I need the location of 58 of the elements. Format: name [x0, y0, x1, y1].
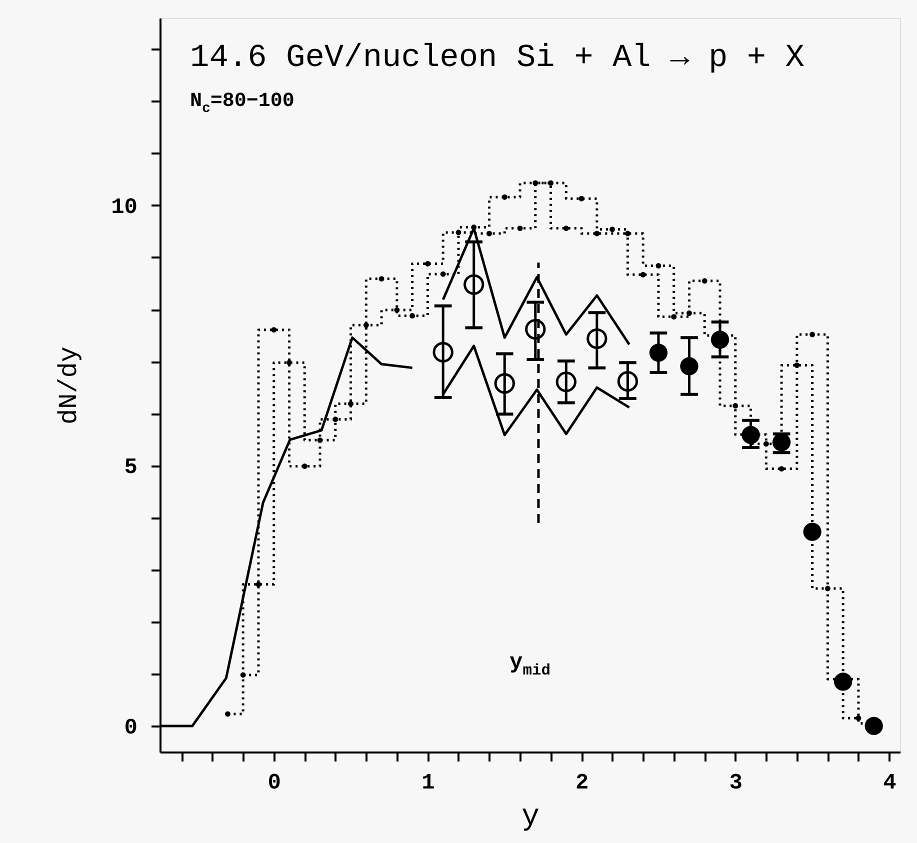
point — [378, 276, 384, 282]
point — [763, 441, 769, 447]
point — [494, 373, 515, 394]
point — [649, 344, 668, 362]
point — [271, 327, 277, 333]
y-axis-title: dN/dy — [54, 346, 84, 425]
x-axis-title: y — [521, 800, 540, 834]
text: 14.6 GeV/nucleon Si + Al → p + X — [190, 39, 804, 76]
point — [742, 426, 760, 444]
point — [548, 180, 554, 186]
point — [778, 466, 784, 472]
y-tick-label: 5 — [124, 455, 138, 480]
point — [424, 260, 430, 266]
point — [517, 226, 523, 232]
point — [240, 672, 246, 678]
point — [680, 357, 698, 376]
point — [586, 328, 608, 349]
point — [464, 274, 484, 295]
y-tick-label: 0 — [124, 715, 138, 740]
point — [671, 314, 677, 320]
x-tick-label: 4 — [883, 770, 896, 796]
y-tick-label: 10 — [111, 194, 138, 220]
point — [794, 362, 800, 368]
point — [617, 371, 638, 392]
point — [363, 322, 369, 328]
point — [224, 711, 230, 717]
point — [732, 403, 738, 409]
point — [834, 672, 852, 691]
x-tick-label: 3 — [729, 770, 742, 796]
x-tick-label: 1 — [422, 770, 435, 796]
point — [440, 271, 446, 277]
point — [394, 307, 400, 313]
x-tick-label: 2 — [575, 770, 589, 796]
point — [556, 372, 576, 392]
point — [810, 332, 816, 338]
point — [471, 224, 477, 230]
point — [502, 194, 508, 200]
point — [432, 342, 454, 363]
point — [410, 313, 416, 318]
point — [803, 522, 822, 541]
point — [594, 230, 600, 236]
point — [772, 433, 791, 452]
point — [640, 272, 646, 278]
point — [824, 586, 830, 592]
point — [563, 226, 569, 232]
point — [332, 416, 338, 422]
point — [486, 230, 492, 236]
point — [656, 263, 662, 269]
point — [578, 196, 584, 202]
point — [856, 715, 862, 721]
point — [525, 318, 546, 340]
point — [456, 230, 462, 236]
x-tick-label: 0 — [268, 770, 281, 796]
point — [302, 463, 308, 469]
point — [710, 330, 730, 349]
point — [702, 278, 708, 284]
point — [864, 716, 883, 736]
point — [610, 226, 616, 232]
